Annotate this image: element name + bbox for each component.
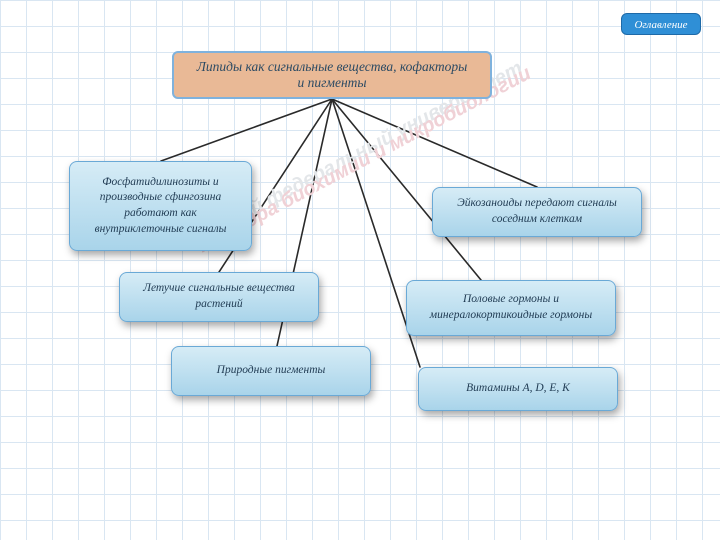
node-pigments[interactable]: Природные пигменты <box>171 346 371 396</box>
toc-button-label: Оглавление <box>634 19 687 31</box>
central-topic-label: Липиды как сигнальные вещества, кофактор… <box>192 59 472 91</box>
node-label: Фосфатидилинозиты и производные сфингози… <box>80 175 241 237</box>
node-label: Эйкозаноиды передают сигналы соседним кл… <box>443 196 631 227</box>
node-label: Витамины A, D, E, K <box>466 381 570 397</box>
node-phospha[interactable]: Фосфатидилинозиты и производные сфингози… <box>69 161 252 251</box>
node-label: Половые гормоны и минералокортикоидные г… <box>417 292 605 323</box>
node-label: Летучие сигнальные вещества растений <box>130 281 308 312</box>
node-eico[interactable]: Эйкозаноиды передают сигналы соседним кл… <box>432 187 642 237</box>
node-volatile[interactable]: Летучие сигнальные вещества растений <box>119 272 319 322</box>
node-vitamins[interactable]: Витамины A, D, E, K <box>418 367 618 411</box>
node-hormones[interactable]: Половые гормоны и минералокортикоидные г… <box>406 280 616 336</box>
toc-button[interactable]: Оглавление <box>621 13 701 35</box>
node-label: Природные пигменты <box>217 363 326 379</box>
central-topic[interactable]: Липиды как сигнальные вещества, кофактор… <box>172 51 492 99</box>
